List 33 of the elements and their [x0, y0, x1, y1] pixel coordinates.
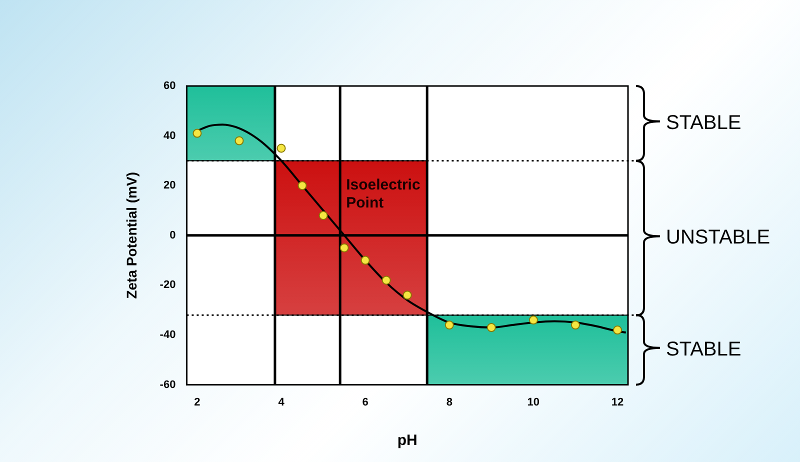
x-tick-label: 8	[446, 396, 452, 408]
x-tick-label: 4	[278, 396, 286, 408]
point	[340, 243, 349, 252]
point	[318, 210, 328, 220]
annotation: Isoelectric Point	[346, 176, 420, 212]
y-tick-label: 40	[163, 130, 176, 142]
y-tick-label: -20	[160, 279, 176, 292]
point	[382, 276, 391, 285]
text: STABLE	[666, 112, 742, 134]
text: UNSTABLE	[666, 226, 770, 248]
y-tick-label: -60	[160, 378, 176, 391]
y-tick-label: 20	[163, 180, 176, 192]
point	[402, 290, 412, 300]
point	[276, 144, 286, 153]
point	[298, 181, 307, 190]
x-axis-title: pH	[397, 432, 418, 450]
point	[444, 320, 454, 330]
point	[192, 128, 202, 138]
y-tick-label: 60	[163, 80, 176, 92]
point	[612, 326, 622, 335]
y-tick-label: 0	[170, 229, 176, 242]
point	[570, 320, 580, 330]
y-tick-label: -40	[160, 329, 176, 342]
x-tick-label: 2	[194, 396, 200, 408]
point	[360, 256, 370, 265]
point	[486, 323, 496, 332]
y-axis-title: Zeta Potential (mV)	[123, 172, 140, 299]
point	[528, 316, 538, 325]
x-tick-label: 12	[611, 396, 624, 408]
text: STABLE	[666, 338, 742, 360]
x-tick-label: 10	[527, 396, 540, 408]
point	[234, 136, 244, 146]
x-tick-label: 6	[362, 396, 368, 408]
